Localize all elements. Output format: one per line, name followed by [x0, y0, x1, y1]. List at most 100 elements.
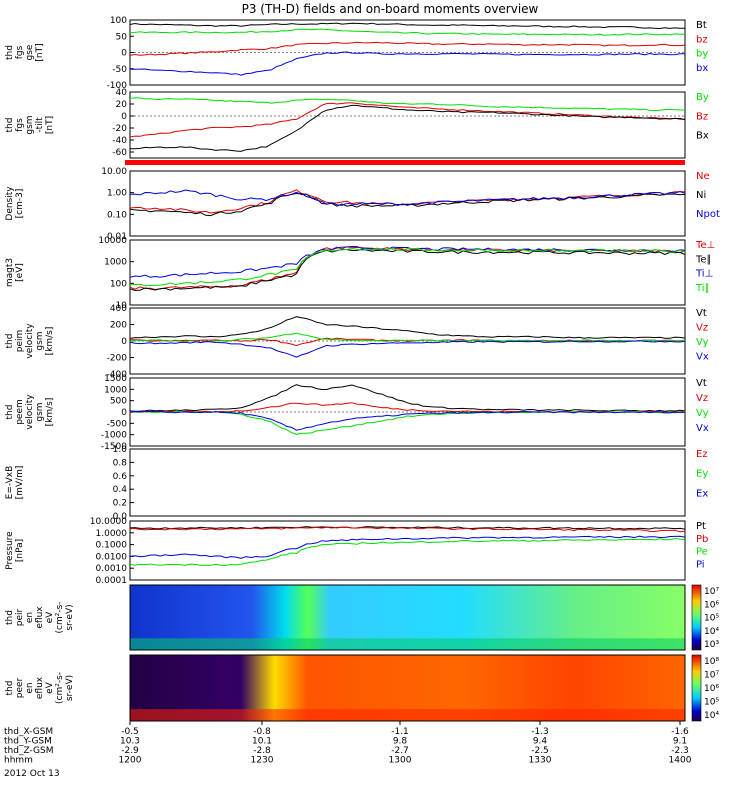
ylabel-line: sr-eV) [65, 675, 75, 701]
ytick-label: 10.0000 [90, 517, 127, 527]
xaxis-value: 9.4 [533, 737, 548, 747]
series-line-Npot [129, 189, 686, 207]
legend-entry: Vx [696, 352, 709, 363]
legend-entry: Te⊥ [695, 240, 715, 251]
ylabel-line: velocity [25, 394, 35, 430]
ytick-label: 40 [116, 88, 128, 98]
xaxis-value: -2.5 [531, 746, 549, 756]
panel-fgs_gse: thd fgs gse [nT] 100 50 0 -50 -100 Bt bz by bx [5, 16, 708, 91]
xaxis-value: 10.3 [120, 737, 140, 747]
spectrogram-band [130, 638, 685, 650]
ytick-label: 50 [116, 32, 128, 42]
legend-entry: Vz [696, 393, 708, 404]
series-line-Vx [129, 410, 685, 431]
ytick-label: -1500 [101, 442, 127, 452]
legend-entry: Pi [696, 559, 705, 570]
ytick-label: 0.0001 [96, 576, 128, 586]
ytick-label: 0.0010 [96, 564, 128, 574]
colorbar-tick: 10⁴ [704, 711, 719, 721]
colorbar-tick: 10⁸ [704, 657, 719, 667]
series-line-Pb [129, 526, 686, 533]
ylabel-line: eflux [35, 606, 45, 629]
ylabel-line: [km/s] [45, 398, 55, 427]
ytick-label: 1.0 [113, 445, 128, 455]
legend-entry: Ex [696, 488, 708, 499]
ytick-label: 1000 [104, 258, 127, 268]
ytick-label: -500 [107, 419, 128, 429]
legend-entry: Ey [696, 469, 708, 480]
panel-efield: E=-VxB [mV/m] 1.0 0.8 0.6 0.4 0.2 0.0 Ez Ey Ex [5, 445, 708, 522]
series-line-Te∥ [129, 248, 686, 292]
ytick-label: 400 [110, 304, 127, 314]
ylabel-line: gsm [35, 331, 45, 350]
ytick-label: -400 [107, 370, 128, 380]
ylabel-line: en [25, 682, 35, 693]
ylabel-line: gsm [35, 402, 45, 421]
ylabel-line: (cm²-s- [55, 672, 65, 704]
ytick-label: -60 [112, 148, 127, 158]
ytick-label: 1.00 [107, 189, 127, 199]
ytick-label: 0.1000 [96, 541, 128, 551]
legend-entry: Ni [696, 190, 706, 201]
panel-pressure: Pressure [nPa] 10.0000 1.0000 0.10000.0100 0.… [5, 517, 708, 586]
ytick-label: -20 [112, 124, 127, 134]
ytick-label: 500 [110, 397, 127, 407]
series-line-By [129, 97, 686, 112]
panel-density: Density [cm-3] 10.00 1.00 0.10 0.01 Ne Ni Npot [5, 167, 720, 242]
legend-entry: Pt [696, 521, 706, 532]
xaxis-value: -2.3 [671, 746, 689, 756]
series-line-bx [129, 51, 685, 76]
ytick-label: -200 [107, 354, 128, 364]
ylabel-line: eflux [35, 676, 45, 699]
ylabel-line: thd [5, 118, 15, 133]
ytick-label: 100 [110, 16, 127, 26]
panel-fgs_gsm: thd fgs gsm -tilt [nT] 40 20 0 -20 -40 -60 By Bz Bx [5, 88, 709, 159]
xaxis-row-label: hhmm [4, 756, 33, 766]
legend-entry: By [696, 92, 709, 103]
ylabel-line: sr-eV) [65, 604, 75, 630]
ytick-label: 0 [121, 112, 127, 122]
series-line-Vy [129, 332, 686, 343]
ylabel-line: [nT] [45, 116, 55, 134]
ylabel-line: fgs [15, 118, 25, 132]
ylabel-line: en [25, 612, 35, 623]
legend-entry: Vx [696, 423, 709, 434]
colorbar-tick: 10⁷ [704, 671, 719, 681]
legend-entry: bz [696, 34, 708, 45]
panel-peim_velocity: thd peim velocity gsm [km/s] 400 200 0 -200 -400 V… [5, 304, 709, 380]
xaxis-value: 9.8 [393, 737, 408, 747]
legend-entry: Ne [696, 171, 710, 182]
legend-entry: Ti⊥ [695, 269, 713, 280]
series-line-Vy [129, 410, 686, 435]
xaxis-value: 1300 [389, 756, 412, 766]
xaxis-value: 1230 [251, 756, 274, 766]
ytick-label: -40 [112, 136, 127, 146]
ylabel-line: [km/s] [45, 327, 55, 356]
series-line-Ti∥ [129, 247, 686, 287]
legend-entry: Ti∥ [695, 283, 710, 294]
ylabel-line: thd [5, 334, 15, 349]
xaxis-value: -2.9 [121, 746, 139, 756]
xaxis-value: -1.6 [671, 727, 689, 737]
ytick-label: 200 [110, 321, 127, 331]
ytick-label: 0.6 [113, 472, 128, 482]
ylabel-line: peim [15, 330, 25, 353]
ytick-label: 0.10 [107, 210, 127, 220]
ytick-label: 100 [110, 279, 127, 289]
legend-entry: bx [696, 63, 708, 74]
ytick-label: -100 [107, 81, 128, 91]
legend-entry: Vt [696, 308, 707, 319]
ylabel-line: velocity [25, 323, 35, 359]
ytick-label: 0 [121, 49, 127, 59]
ylabel-line: thd [5, 405, 15, 420]
ylabel-line: Pressure [5, 531, 15, 570]
xaxis-row-label: thd_Z-GSM [4, 746, 53, 756]
legend-entry: by [696, 49, 708, 60]
legend-entry: Bx [696, 131, 709, 142]
ylabel-line: eV [45, 681, 55, 694]
colorbar-tick: 10⁶ [704, 600, 719, 610]
colorbar [691, 654, 702, 722]
ylabel-line: Density [5, 186, 15, 221]
ylabel-line: eV [45, 611, 55, 624]
